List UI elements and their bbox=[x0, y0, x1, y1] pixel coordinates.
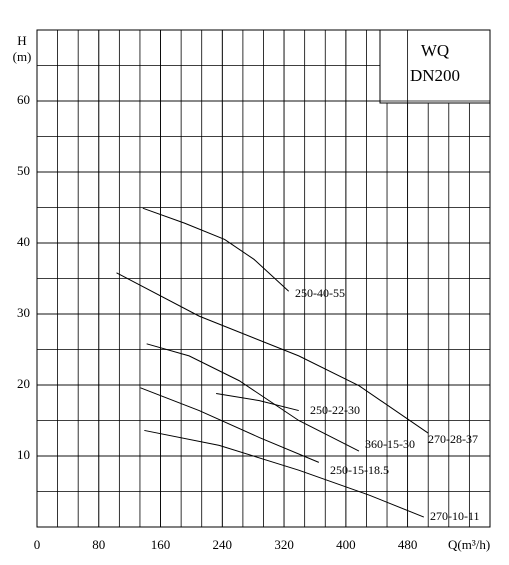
box-text: WQ bbox=[421, 41, 449, 60]
y-axis-label: (m) bbox=[13, 49, 32, 64]
curve bbox=[116, 272, 429, 434]
x-tick-label: 240 bbox=[213, 537, 233, 552]
y-tick-label: 10 bbox=[17, 447, 30, 462]
y-tick-label: 50 bbox=[17, 163, 30, 178]
x-tick-label: 160 bbox=[151, 537, 171, 552]
curve bbox=[144, 429, 425, 518]
series-label: 360-15-30 bbox=[365, 437, 415, 451]
series-label: 270-10-11 bbox=[430, 509, 480, 523]
x-axis-label: Q(m³/h) bbox=[448, 537, 490, 552]
curve bbox=[216, 393, 299, 412]
series-label: 270-28-37 bbox=[428, 432, 478, 446]
x-tick-label: 480 bbox=[398, 537, 418, 552]
curve bbox=[142, 207, 290, 292]
x-tick-label: 400 bbox=[336, 537, 356, 552]
series-label: 250-40-55 bbox=[295, 286, 345, 300]
y-tick-label: 20 bbox=[17, 376, 30, 391]
y-tick-label: 60 bbox=[17, 92, 30, 107]
series-label: 250-15-18.5 bbox=[330, 463, 389, 477]
legend-box bbox=[379, 29, 491, 104]
series-label: 250-22-30 bbox=[310, 403, 360, 417]
y-axis-label: H bbox=[17, 33, 26, 48]
x-tick-label: 0 bbox=[34, 537, 41, 552]
curve bbox=[140, 387, 320, 463]
curve bbox=[146, 343, 360, 452]
y-tick-label: 30 bbox=[17, 305, 30, 320]
x-tick-label: 80 bbox=[92, 537, 105, 552]
x-tick-label: 320 bbox=[274, 537, 294, 552]
y-tick-label: 40 bbox=[17, 234, 30, 249]
box-text: DN200 bbox=[410, 66, 460, 85]
